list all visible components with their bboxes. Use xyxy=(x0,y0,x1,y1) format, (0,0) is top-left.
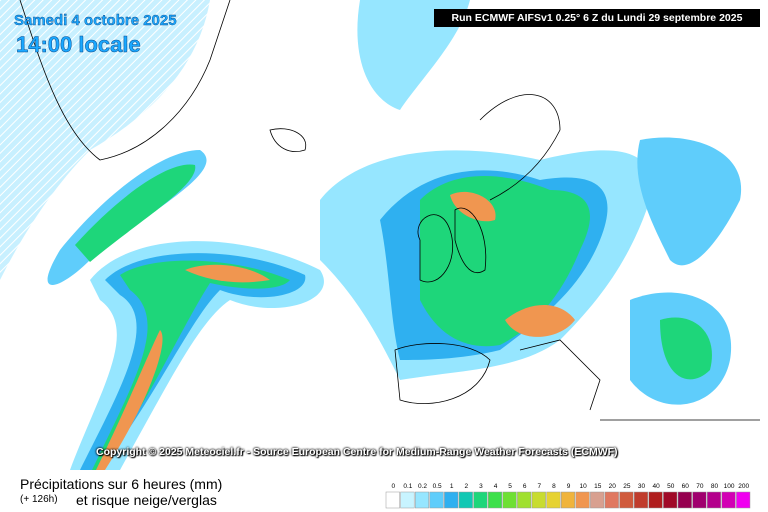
legend-swatch xyxy=(663,491,678,509)
legend-swatch xyxy=(736,491,751,509)
legend-label: 80 xyxy=(711,483,719,490)
precip-field xyxy=(0,0,742,470)
legend-subtitle: et risque neige/verglas xyxy=(76,492,217,508)
legend-label: 40 xyxy=(652,483,660,490)
legend-swatch xyxy=(400,491,415,509)
legend-swatch xyxy=(706,491,722,509)
legend-label: 25 xyxy=(623,483,631,490)
legend: 0 0.1 0.2 0.5 1 2 3 4 5 6 7 8 9 10 15 20 25 30 40 50 60 70 80 1… xyxy=(385,483,751,509)
legend-label: 4 xyxy=(494,483,498,490)
legend-lead: (+ 126h) xyxy=(20,494,58,505)
legend-label: 200 xyxy=(738,483,749,490)
legend-label: 70 xyxy=(696,483,704,490)
legend-label: 3 xyxy=(479,483,483,490)
legend-swatch xyxy=(502,491,517,509)
copyright: Copyright © 2025 Meteociel.fr - Source E… xyxy=(96,446,618,458)
legend-swatch xyxy=(546,491,561,509)
legend-swatch xyxy=(590,491,605,509)
legend-swatch xyxy=(473,491,488,509)
run-info: Run ECMWF AIFSv1 0.25° 6 Z du Lundi 29 s… xyxy=(434,9,760,27)
legend-label: 9 xyxy=(567,483,571,490)
legend-swatch xyxy=(692,491,707,509)
legend-swatch xyxy=(458,491,473,509)
legend-swatch xyxy=(487,491,503,509)
legend-swatch xyxy=(560,491,576,509)
legend-label: 7 xyxy=(537,483,541,490)
map xyxy=(0,0,760,470)
legend-swatch xyxy=(517,491,532,509)
legend-swatch xyxy=(619,491,634,509)
legend-label: 0 xyxy=(391,483,395,490)
legend-swatch xyxy=(677,491,692,509)
legend-swatch xyxy=(648,491,663,509)
legend-swatch xyxy=(575,491,590,509)
time: 14:00 locale xyxy=(16,32,141,58)
legend-label: 0.5 xyxy=(433,483,442,490)
legend-label: 0.2 xyxy=(418,483,427,490)
legend-label: 5 xyxy=(508,483,512,490)
legend-title: Précipitations sur 6 heures (mm) xyxy=(20,476,223,492)
legend-label: 50 xyxy=(667,483,675,490)
legend-label: 2 xyxy=(464,483,468,490)
legend-swatch xyxy=(721,491,736,509)
legend-swatch xyxy=(429,491,444,509)
date: Samedi 4 octobre 2025 xyxy=(14,12,177,29)
legend-label: 1 xyxy=(450,483,454,490)
legend-swatch xyxy=(604,491,619,509)
legend-swatch xyxy=(444,491,459,509)
legend-label: 8 xyxy=(552,483,556,490)
legend-swatch xyxy=(385,491,400,509)
coastlines xyxy=(19,0,760,421)
legend-swatch xyxy=(414,491,430,509)
legend-label: 20 xyxy=(609,483,617,490)
legend-label: 30 xyxy=(638,483,646,490)
legend-label: 15 xyxy=(594,483,602,490)
legend-label: 0.1 xyxy=(403,483,412,490)
legend-label: 100 xyxy=(724,483,735,490)
legend-swatch xyxy=(531,491,546,509)
legend-swatch xyxy=(633,491,649,509)
legend-label: 60 xyxy=(682,483,690,490)
legend-label: 6 xyxy=(523,483,527,490)
legend-label: 10 xyxy=(579,483,587,490)
